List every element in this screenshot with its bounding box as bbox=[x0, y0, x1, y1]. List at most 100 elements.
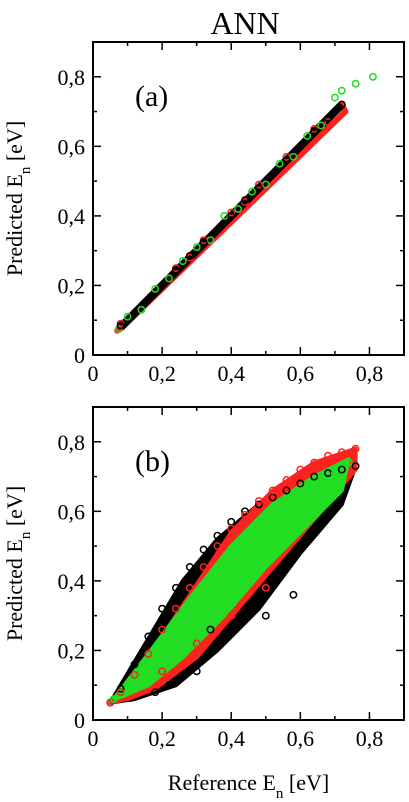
data-point bbox=[282, 476, 291, 484]
data-point bbox=[151, 284, 160, 293]
y-tick-label: 0,6 bbox=[58, 134, 86, 159]
y-tick-label: 0,4 bbox=[58, 569, 86, 594]
data-point bbox=[227, 517, 236, 526]
data-point bbox=[116, 684, 125, 693]
data-point bbox=[296, 465, 305, 474]
x-tick-label: 0,8 bbox=[356, 361, 384, 386]
data-point bbox=[310, 126, 319, 135]
data-point bbox=[289, 496, 298, 505]
data-point bbox=[151, 688, 160, 697]
data-point bbox=[324, 118, 332, 126]
data-point bbox=[123, 681, 132, 690]
data-point bbox=[241, 196, 249, 205]
data-point bbox=[330, 469, 339, 478]
data-point bbox=[337, 448, 346, 457]
data-point bbox=[213, 542, 222, 551]
chart-panel-a: 0 0,2 0,4 0,6 0,8 0 0,2 0,4 0,6 0,8 Predicted En [… bbox=[2, 41, 405, 386]
y-tick-label: 0,4 bbox=[58, 204, 86, 229]
data-point bbox=[227, 208, 236, 217]
panel-label: (b) bbox=[135, 445, 170, 478]
y-tick-label: 0 bbox=[74, 343, 85, 368]
data-point bbox=[178, 611, 187, 620]
data-point bbox=[337, 465, 346, 474]
data-point bbox=[109, 695, 118, 704]
y-axis-label: Predicted En [eV] bbox=[2, 121, 34, 276]
data-point bbox=[158, 281, 167, 290]
x-tick-label: 0 bbox=[88, 726, 99, 751]
data-point bbox=[296, 142, 305, 151]
data-point bbox=[227, 524, 236, 533]
data-point bbox=[254, 180, 263, 189]
data-point bbox=[123, 312, 132, 321]
data-point bbox=[158, 604, 167, 613]
x-tick-label: 0,6 bbox=[287, 726, 315, 751]
data-point bbox=[165, 681, 173, 690]
data-point bbox=[165, 629, 173, 638]
data-point bbox=[275, 159, 284, 168]
x-tick-label: 0,2 bbox=[148, 361, 176, 386]
data-point bbox=[206, 576, 215, 585]
data-point bbox=[324, 114, 332, 123]
y-tick-label: 0,8 bbox=[58, 430, 86, 455]
y-tick-label: 0,8 bbox=[58, 65, 86, 90]
data-point bbox=[178, 257, 187, 266]
data-point bbox=[199, 545, 208, 554]
x-tick-label: 0,8 bbox=[356, 726, 384, 751]
panel-label: (a) bbox=[135, 80, 168, 113]
density-band-2 bbox=[111, 457, 351, 702]
data-point bbox=[144, 295, 153, 304]
data-point bbox=[220, 563, 229, 571]
data-point bbox=[234, 549, 243, 558]
data-point bbox=[337, 86, 346, 95]
data-point bbox=[289, 590, 298, 599]
data-point bbox=[254, 500, 263, 509]
data-point bbox=[254, 496, 263, 505]
y-tick-label: 0,6 bbox=[58, 499, 86, 524]
data-point bbox=[310, 472, 319, 481]
data-point bbox=[261, 583, 270, 592]
data-point bbox=[171, 265, 180, 274]
data-point bbox=[130, 670, 139, 679]
data-point bbox=[303, 486, 312, 495]
plot-frame-b bbox=[92, 406, 405, 721]
data-point bbox=[303, 131, 312, 140]
data-point bbox=[275, 507, 284, 516]
data-point bbox=[158, 667, 167, 676]
y-tick-label: 0,2 bbox=[58, 273, 86, 298]
data-point bbox=[261, 611, 270, 620]
data-point bbox=[268, 170, 277, 179]
data-point bbox=[116, 688, 125, 697]
data-point bbox=[130, 309, 139, 318]
x-tick-label: 0,6 bbox=[287, 361, 315, 386]
data-point bbox=[368, 72, 377, 81]
data-point bbox=[268, 486, 277, 495]
data-point bbox=[337, 100, 346, 109]
data-point bbox=[137, 305, 146, 314]
y-tick-label: 0 bbox=[74, 708, 85, 733]
data-point bbox=[282, 486, 291, 495]
data-point bbox=[192, 639, 201, 648]
data-point bbox=[248, 187, 256, 196]
data-point bbox=[351, 79, 360, 88]
data-point bbox=[171, 583, 180, 592]
data-point bbox=[199, 238, 208, 246]
x-tick-label: 0 bbox=[88, 361, 99, 386]
data-point bbox=[151, 646, 160, 655]
data-point bbox=[199, 563, 208, 571]
data-point bbox=[213, 225, 222, 234]
data-point bbox=[282, 156, 291, 165]
data-point bbox=[144, 632, 153, 641]
data-point bbox=[310, 458, 319, 467]
data-point bbox=[254, 184, 263, 193]
data-point bbox=[158, 625, 167, 634]
data-point bbox=[248, 535, 256, 544]
data-point bbox=[206, 625, 215, 634]
data-point bbox=[330, 93, 339, 102]
data-point bbox=[351, 444, 360, 453]
y-tick-label: 0,2 bbox=[58, 638, 86, 663]
x-tick-label: 0,4 bbox=[217, 361, 245, 386]
data-point bbox=[137, 663, 146, 672]
data-point bbox=[178, 670, 187, 679]
data-point bbox=[116, 321, 125, 330]
data-point bbox=[185, 583, 194, 592]
